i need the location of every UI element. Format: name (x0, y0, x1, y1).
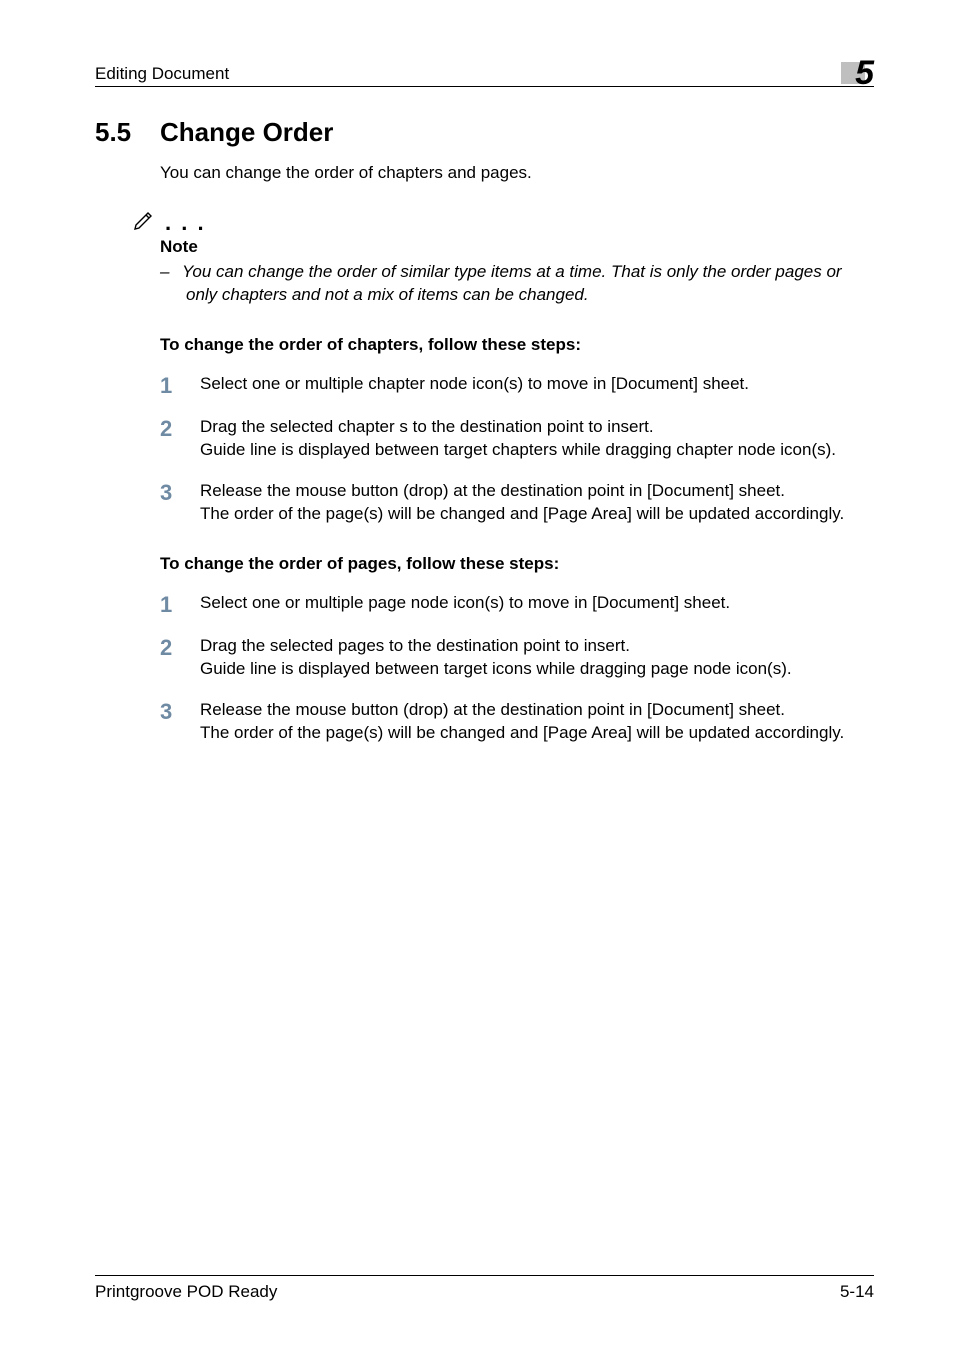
step: 1 Select one or multiple chapter node ic… (160, 373, 874, 398)
step-line: Guide line is displayed between target i… (200, 659, 792, 678)
step-number: 1 (160, 373, 200, 398)
footer-page-number: 5-14 (840, 1282, 874, 1302)
step-text: Release the mouse button (drop) at the d… (200, 480, 874, 526)
step-line: Release the mouse button (drop) at the d… (200, 481, 785, 500)
running-title: Editing Document (95, 64, 229, 84)
step-line: The order of the page(s) will be changed… (200, 504, 844, 523)
document-page: Editing Document 5 5.5 Change Order You … (0, 0, 954, 1352)
content-area: 5.5 Change Order You can change the orde… (95, 117, 874, 745)
ellipsis-icon: . . . (165, 216, 206, 229)
step: 3 Release the mouse button (drop) at the… (160, 480, 874, 526)
step-text: Select one or multiple page node icon(s)… (200, 592, 874, 617)
section-intro: You can change the order of chapters and… (160, 162, 874, 185)
step-line: The order of the page(s) will be changed… (200, 723, 844, 742)
note-text: You can change the order of similar type… (182, 262, 842, 304)
note-bullet: – (160, 261, 182, 284)
step-number: 1 (160, 592, 200, 617)
page-header: Editing Document 5 (95, 50, 874, 87)
procedure-heading: To change the order of pages, follow the… (160, 554, 874, 574)
chapter-badge: 5 (841, 50, 874, 84)
procedure-heading: To change the order of chapters, follow … (160, 335, 874, 355)
chapter-number: 5 (855, 56, 874, 90)
step-text: Select one or multiple chapter node icon… (200, 373, 874, 398)
step-number: 2 (160, 416, 200, 462)
note-icon-row: . . . (130, 205, 874, 233)
section-title: Change Order (160, 117, 333, 148)
step: 2 Drag the selected pages to the destina… (160, 635, 874, 681)
step-number: 2 (160, 635, 200, 681)
note-item: –You can change the order of similar typ… (160, 261, 874, 307)
step-number: 3 (160, 699, 200, 745)
step-text: Drag the selected chapter s to the desti… (200, 416, 874, 462)
section-heading: 5.5 Change Order (95, 117, 874, 148)
step-number: 3 (160, 480, 200, 526)
step-line: Drag the selected pages to the destinati… (200, 636, 630, 655)
step: 2 Drag the selected chapter s to the des… (160, 416, 874, 462)
step-line: Release the mouse button (drop) at the d… (200, 700, 785, 719)
pen-icon (130, 205, 158, 233)
step-text: Drag the selected pages to the destinati… (200, 635, 874, 681)
note-label: Note (160, 237, 874, 257)
step-text: Release the mouse button (drop) at the d… (200, 699, 874, 745)
step-line: Drag the selected chapter s to the desti… (200, 417, 654, 436)
note-block: . . . Note –You can change the order of … (160, 205, 874, 307)
section-number: 5.5 (95, 117, 160, 148)
footer-product: Printgroove POD Ready (95, 1282, 277, 1302)
step: 1 Select one or multiple page node icon(… (160, 592, 874, 617)
step: 3 Release the mouse button (drop) at the… (160, 699, 874, 745)
step-line: Guide line is displayed between target c… (200, 440, 836, 459)
page-footer: Printgroove POD Ready 5-14 (95, 1275, 874, 1302)
